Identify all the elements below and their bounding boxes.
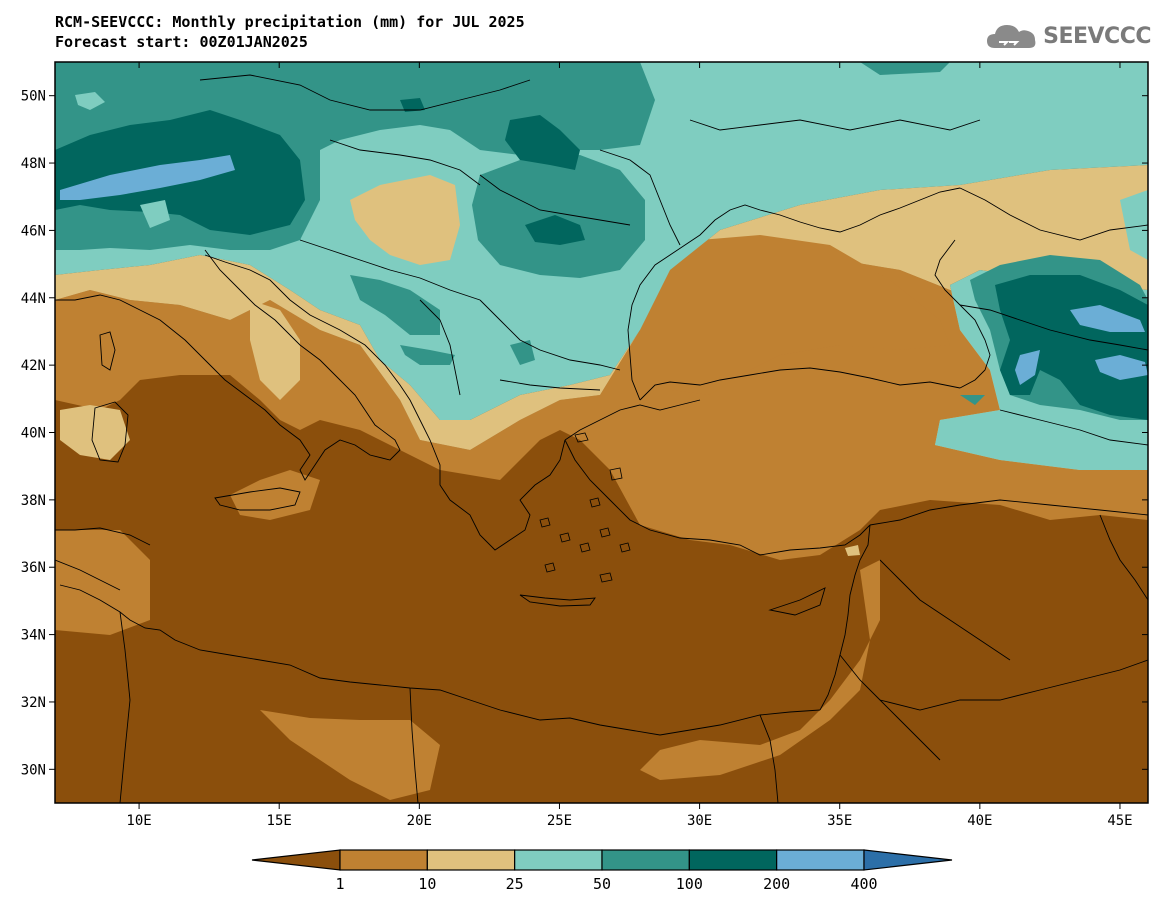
colorbar-level-label: 25 (506, 875, 524, 893)
lat-tick-label: 46N (21, 223, 46, 239)
lon-tick-label: 25E (547, 813, 572, 829)
lat-tick-label: 42N (21, 358, 46, 374)
colorbar-segment (426, 849, 516, 871)
colorbar-level-label: 400 (850, 875, 877, 893)
lon-tick-label: 15E (267, 813, 292, 829)
lon-tick-label: 40E (967, 813, 992, 829)
lat-tick-label: 36N (21, 560, 46, 576)
lat-tick-label: 40N (21, 426, 46, 442)
lon-tick-label: 20E (407, 813, 432, 829)
lat-tick-label: 34N (21, 628, 46, 644)
colorbar-segment (688, 849, 778, 871)
lon-tick-label: 45E (1107, 813, 1132, 829)
lon-tick-label: 10E (126, 813, 151, 829)
lat-tick-label: 48N (21, 156, 46, 172)
latitude-axis: 30N 32N 34N 36N 38N 40N 42N 44N 46N 48N 50N (21, 89, 1148, 778)
colorbar-segment (339, 849, 428, 871)
lat-tick-label: 50N (21, 89, 46, 105)
colorbar-level-label: 100 (676, 875, 703, 893)
colorbar-level-label: 50 (593, 875, 611, 893)
map-title: RCM-SEEVCCC: Monthly precipitation (mm) … (55, 13, 525, 31)
lat-tick-label: 30N (21, 762, 46, 778)
colorbar-segment-upper-extend (863, 849, 953, 871)
longitude-axis: 10E 15E 20E 25E 30E 35E 40E 45E (126, 62, 1133, 829)
precipitation-field (55, 62, 1148, 803)
lat-tick-label: 44N (21, 291, 46, 307)
colorbar: 1 10 25 50 100 200 400 (251, 849, 953, 893)
colorbar-segment (514, 849, 603, 871)
lat-tick-label: 38N (21, 493, 46, 509)
colorbar-segment-lower-extend (251, 849, 341, 871)
logo-text: SEEVCCC (1043, 23, 1151, 49)
lon-tick-label: 30E (687, 813, 712, 829)
lat-tick-label: 32N (21, 695, 46, 711)
seevccc-logo: SEEVCCC (985, 20, 1151, 52)
cloud-icon (987, 25, 1036, 48)
colorbar-segment (776, 849, 865, 871)
colorbar-level-label: 200 (763, 875, 790, 893)
colorbar-level-label: 10 (418, 875, 436, 893)
forecast-start-label: Forecast start: 00Z01JAN2025 (55, 33, 308, 51)
title-block: RCM-SEEVCCC: Monthly precipitation (mm) … (55, 12, 525, 52)
colorbar-level-label: 1 (335, 875, 344, 893)
lon-tick-label: 35E (827, 813, 852, 829)
colorbar-segment (601, 849, 690, 871)
